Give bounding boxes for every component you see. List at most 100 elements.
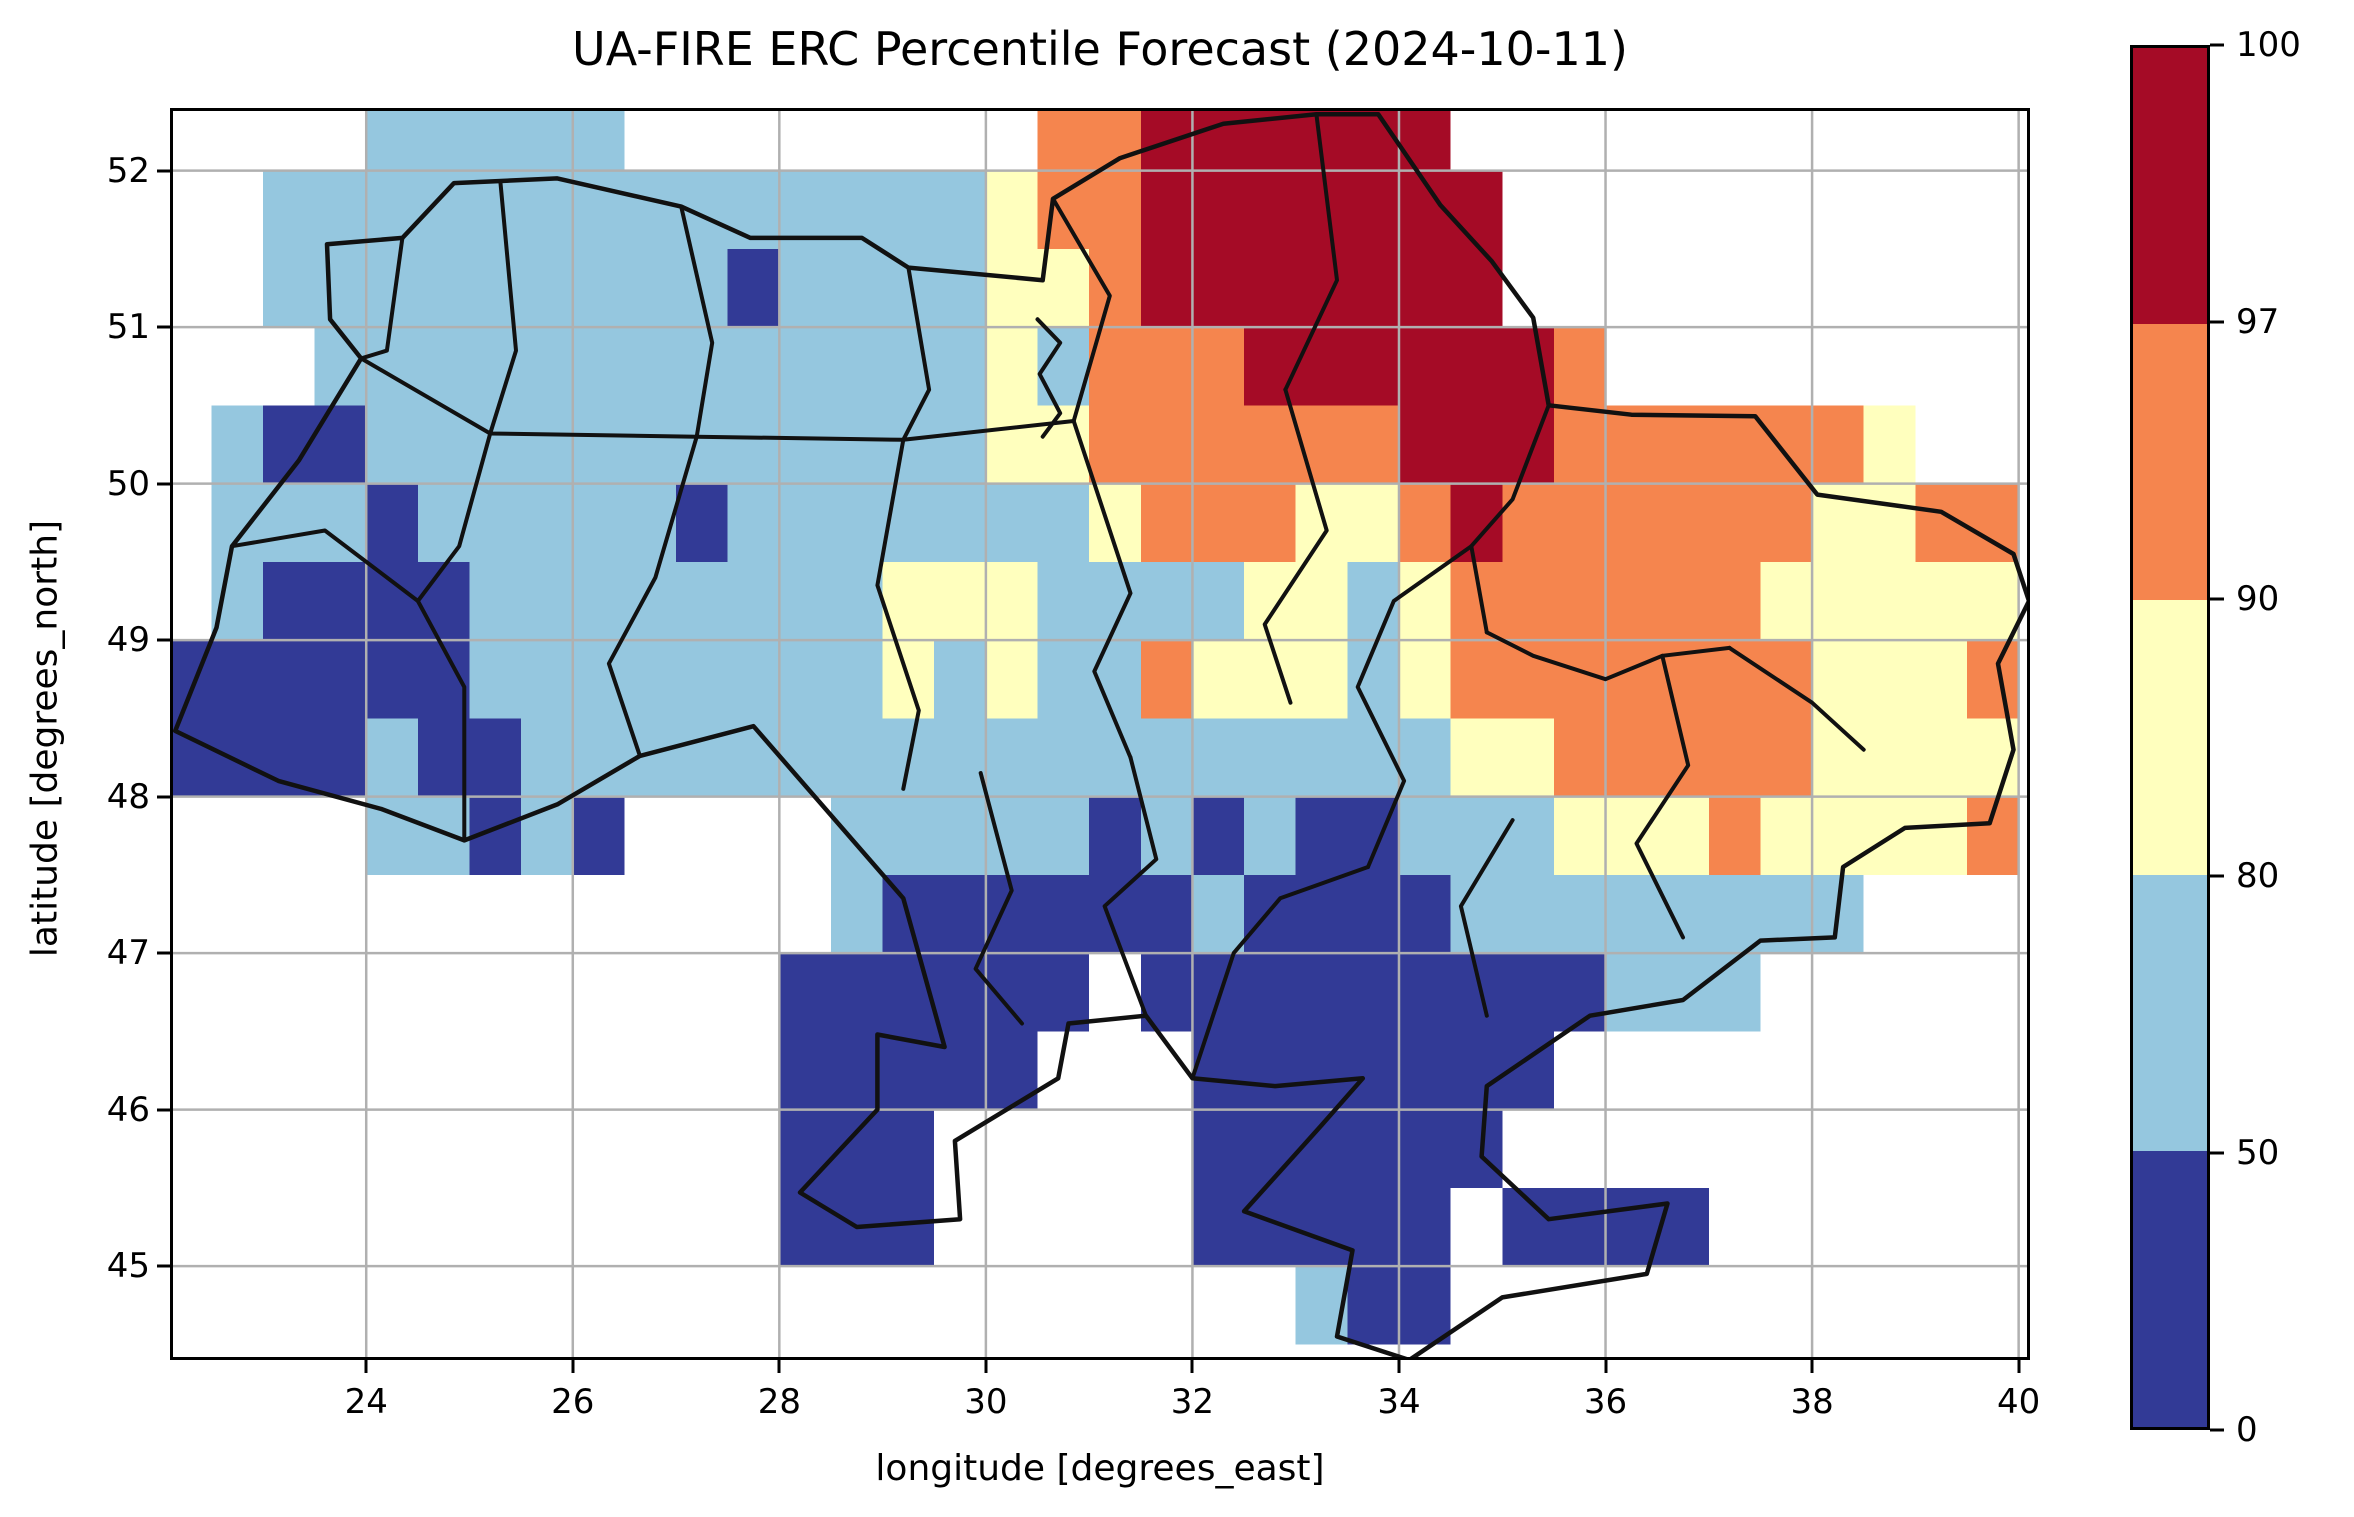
grid-cell bbox=[314, 248, 367, 328]
grid-cell bbox=[1760, 405, 1813, 484]
grid-cell bbox=[572, 327, 625, 406]
grid-cell bbox=[779, 1187, 831, 1267]
oblast-border bbox=[1262, 387, 1329, 705]
grid-cell bbox=[1450, 170, 1503, 249]
oblast-border bbox=[230, 528, 420, 603]
oblast-border bbox=[901, 265, 932, 442]
grid-cell bbox=[1657, 1187, 1709, 1267]
colorbar-tick-label: 90 bbox=[2236, 579, 2280, 619]
x-tick-label: 24 bbox=[344, 1382, 388, 1422]
grid-cell bbox=[521, 248, 573, 328]
grid-cell bbox=[1967, 561, 2019, 641]
grid-cell bbox=[1347, 874, 1399, 954]
grid-cell bbox=[1553, 1187, 1606, 1267]
y-tick-label: 47 bbox=[106, 933, 150, 974]
colorbar-tick-label: 97 bbox=[2236, 302, 2280, 342]
grid-cell bbox=[1657, 718, 1709, 797]
grid-cell bbox=[830, 327, 883, 406]
grid-cell bbox=[1244, 640, 1296, 719]
grid-cell bbox=[1140, 561, 1193, 641]
grid-cell bbox=[1553, 561, 1606, 641]
grid-cell bbox=[1347, 1187, 1399, 1267]
grid-cell bbox=[1244, 1031, 1296, 1110]
grid-cell bbox=[985, 640, 1038, 719]
grid-cell bbox=[1502, 483, 1554, 562]
colorbar-segment-80-90 bbox=[2133, 599, 2207, 876]
grid-cell bbox=[934, 796, 986, 875]
grid-cell bbox=[1450, 1109, 1503, 1188]
grid-cell bbox=[1192, 327, 1245, 406]
grid-cell bbox=[262, 248, 315, 328]
grid-cell bbox=[1450, 405, 1503, 484]
grid-cell bbox=[1657, 953, 1709, 1032]
grid-cell bbox=[1450, 796, 1503, 875]
grid-cell bbox=[1502, 796, 1554, 875]
grid-cell bbox=[417, 561, 470, 641]
grid-cell bbox=[1037, 796, 1090, 875]
grid-cell bbox=[934, 561, 986, 641]
grid-cell bbox=[1760, 640, 1813, 719]
oblast-border bbox=[606, 434, 699, 758]
grid-cell bbox=[1450, 874, 1503, 954]
grid-cell bbox=[1140, 483, 1193, 562]
grid-cell bbox=[1089, 874, 1141, 954]
x-tick-mark bbox=[1190, 1360, 1194, 1373]
grid-cell bbox=[1398, 874, 1451, 954]
grid-cell bbox=[1812, 640, 1864, 719]
grid-cell bbox=[830, 248, 883, 328]
grid-cell bbox=[830, 640, 883, 719]
grid-cell bbox=[882, 1109, 935, 1188]
grid-cell bbox=[676, 718, 728, 797]
oblast-border bbox=[359, 235, 405, 361]
grid-cell bbox=[830, 561, 883, 641]
grid-cell bbox=[727, 405, 780, 484]
grid-cell bbox=[314, 718, 367, 797]
grid-cell bbox=[1192, 405, 1245, 484]
map-plot-area bbox=[170, 108, 2030, 1360]
grid-cell bbox=[1605, 640, 1658, 719]
x-tick-mark bbox=[1810, 1360, 1814, 1373]
grid-cell bbox=[1037, 561, 1090, 641]
grid-cell bbox=[521, 108, 573, 171]
grid-cell bbox=[469, 108, 522, 171]
map-svg bbox=[170, 108, 2030, 1360]
grid-cell bbox=[727, 483, 780, 562]
colorbar-tick-mark bbox=[2210, 874, 2224, 878]
grid-cell bbox=[1760, 483, 1813, 562]
grid-cell bbox=[934, 640, 986, 719]
grid-cell bbox=[830, 405, 883, 484]
x-tick-mark bbox=[777, 1360, 781, 1373]
colorbar-tick-mark bbox=[2210, 320, 2224, 324]
grid-cell bbox=[882, 170, 935, 249]
grid-cell bbox=[1398, 953, 1451, 1032]
grid-cell bbox=[1553, 953, 1606, 1032]
grid-cell bbox=[211, 405, 263, 484]
grid-cell bbox=[1140, 170, 1193, 249]
grid-cell bbox=[985, 561, 1038, 641]
grid-cell bbox=[572, 796, 625, 875]
grid-cell bbox=[1244, 953, 1296, 1032]
grid-cell bbox=[366, 796, 418, 875]
grid-cell bbox=[521, 327, 573, 406]
grid-cell bbox=[1760, 718, 1813, 797]
grid-cell bbox=[1398, 561, 1451, 641]
grid-cell bbox=[1967, 640, 2019, 719]
x-tick-mark bbox=[2017, 1360, 2021, 1373]
grid-cell bbox=[1244, 796, 1296, 875]
grid-cell bbox=[1347, 1031, 1399, 1110]
grid-cell bbox=[882, 796, 935, 875]
grid-cell bbox=[572, 718, 625, 797]
grid-cell bbox=[727, 561, 780, 641]
x-tick-mark bbox=[364, 1360, 368, 1373]
grid-cell bbox=[1295, 1109, 1348, 1188]
grid-cell bbox=[934, 483, 986, 562]
grid-cell bbox=[1605, 561, 1658, 641]
grid-cell bbox=[1605, 405, 1658, 484]
grid-cell bbox=[1502, 953, 1554, 1032]
x-tick-mark bbox=[1397, 1360, 1401, 1373]
grid-cell bbox=[882, 953, 935, 1032]
grid-cell bbox=[366, 718, 418, 797]
grid-cell bbox=[1398, 405, 1451, 484]
grid-cell bbox=[314, 640, 367, 719]
grid-cell bbox=[262, 170, 315, 249]
